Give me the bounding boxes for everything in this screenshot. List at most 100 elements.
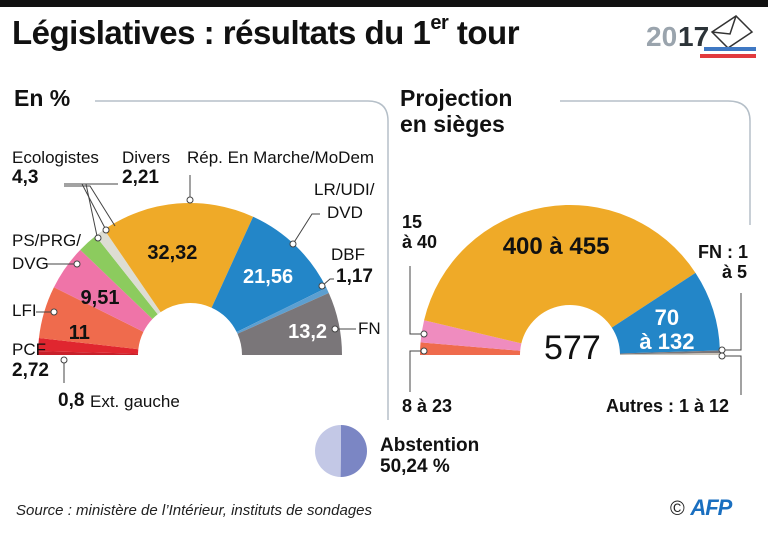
leader-r-ps bbox=[409, 266, 422, 335]
slice-fn bbox=[237, 293, 342, 355]
label-r-ps-line2: à 40 bbox=[402, 232, 438, 252]
value-ecologistes: 4,3 bbox=[12, 167, 39, 188]
top-bar bbox=[0, 0, 768, 7]
slice-value-lr-udi-dvd: 21,56 bbox=[243, 265, 294, 288]
afp-logo: AFP bbox=[690, 495, 732, 520]
value-pcf: 2,72 bbox=[12, 360, 49, 381]
right-section-title-line2: en sièges bbox=[400, 111, 505, 137]
votants-slice bbox=[315, 425, 341, 477]
left-half-donut bbox=[38, 203, 342, 355]
slice-value-fn: 13,2 bbox=[288, 321, 328, 344]
leader-div bbox=[81, 183, 118, 231]
logo-blue-stripe bbox=[704, 47, 756, 51]
leader-dot-divers bbox=[102, 226, 110, 234]
abstention-label: Abstention bbox=[380, 435, 480, 456]
slice-autres bbox=[619, 352, 720, 355]
label-r-fn-line1: FN : 1 bbox=[698, 242, 749, 262]
leader-r-fn bbox=[724, 293, 742, 351]
leader-dot-ps bbox=[73, 260, 81, 268]
leader-lr bbox=[292, 213, 320, 245]
slice-ps-prg-dvg bbox=[420, 320, 522, 351]
title-end: tour bbox=[448, 14, 520, 51]
slice-value-lr-udi-dvd: 70 à 132 bbox=[639, 304, 695, 354]
leader-dot-lr bbox=[289, 240, 297, 248]
leader-dot-rem bbox=[186, 196, 194, 204]
label-r-total: 577 bbox=[544, 329, 601, 367]
leader-divers bbox=[80, 183, 118, 226]
label-ps-line2: DVG bbox=[12, 254, 49, 273]
title-text: Législatives : résultats du 1 bbox=[12, 14, 431, 51]
slice-pcf-lfi bbox=[420, 342, 521, 355]
leader-dot-r-ps bbox=[420, 330, 428, 338]
leader-ecologistes bbox=[64, 185, 116, 227]
leader-dot-r-lfi bbox=[420, 347, 428, 355]
label-fn: FN bbox=[358, 319, 381, 338]
copyright-icon: © bbox=[670, 498, 685, 520]
slice-lfi bbox=[38, 287, 144, 350]
label-r-ps-line1: 15 bbox=[402, 212, 423, 232]
label-lr-line1: LR/UDI/ bbox=[314, 180, 375, 199]
slice-fn bbox=[619, 350, 720, 355]
abstention-label-block: Abstention 50,24 % bbox=[380, 435, 479, 477]
slice-value-r-p-en-marche-modem: 400 à 455 bbox=[502, 232, 610, 260]
leader-dot-extg bbox=[60, 356, 68, 364]
slice-ps-prg-dvg bbox=[53, 249, 153, 332]
label-ps-line1: PS/PRG/ bbox=[12, 231, 81, 250]
page-title: Législatives : résultats du 1er tour bbox=[12, 12, 520, 52]
slice-lr-udi-dvd bbox=[211, 216, 327, 333]
afp-credit: © AFP bbox=[670, 495, 732, 521]
slice-value-r-p-en-marche-modem: 32,32 bbox=[147, 242, 198, 265]
label-extg: Ext. gauche bbox=[90, 392, 180, 411]
slice-divers bbox=[95, 229, 161, 315]
source-note: Source : ministère de l’Intérieur, insti… bbox=[16, 502, 373, 519]
slice-ext-gauche bbox=[38, 351, 139, 355]
abstention-pie bbox=[315, 425, 368, 478]
abstention-slice bbox=[340, 425, 368, 478]
slice-value-ps-prg-dvg: 9,51 bbox=[80, 286, 120, 309]
leader-ecol bbox=[64, 183, 98, 237]
label-divers: Divers bbox=[122, 148, 171, 167]
leader-dbf bbox=[321, 278, 334, 287]
value-divers: 2,21 bbox=[122, 167, 159, 188]
right-section-title-line1: Projection bbox=[400, 85, 513, 111]
slice-value-line: à 132 bbox=[639, 328, 695, 354]
label-r-autres: Autres : 1 à 12 bbox=[606, 396, 730, 416]
slice-r-p-en-marche-modem bbox=[424, 205, 696, 344]
logo-year-17: 17 bbox=[678, 21, 709, 52]
election-2017-logo: 20 17 bbox=[646, 15, 756, 58]
logo-red-stripe bbox=[700, 54, 756, 58]
slice-dbf bbox=[236, 287, 329, 334]
slice-value-lfi: 11 bbox=[68, 322, 90, 345]
slice-ecologistes bbox=[80, 235, 158, 320]
leader-dot-dbf bbox=[318, 282, 326, 290]
left-section-title: En % bbox=[14, 85, 71, 111]
slice-lr-udi-dvd bbox=[611, 272, 720, 354]
label-pcf: PCF bbox=[12, 340, 46, 359]
label-rem: Rép. En Marche/MoDem bbox=[187, 148, 375, 167]
left-frame-line bbox=[95, 100, 389, 420]
logo-year-20: 20 bbox=[646, 21, 677, 52]
leader-lines bbox=[36, 175, 742, 395]
right-half-donut bbox=[420, 205, 720, 355]
label-lfi: LFI bbox=[12, 301, 37, 320]
slice-value-line: 70 bbox=[654, 304, 680, 330]
value-dbf: 1,17 bbox=[336, 266, 373, 287]
leader-r-lfi bbox=[409, 350, 422, 392]
label-r-lfi: 8 à 23 bbox=[402, 396, 453, 416]
right-frame-line bbox=[560, 100, 751, 225]
slice-r-p-en-marche-modem bbox=[104, 203, 254, 313]
leader-dot-ecologistes bbox=[94, 234, 102, 242]
leader-dot-lfi bbox=[50, 308, 58, 316]
leader-dot-r-autres bbox=[718, 352, 726, 360]
leader-r-autres bbox=[724, 355, 742, 395]
slice-pcf bbox=[38, 338, 139, 354]
ballot-envelope-icon bbox=[710, 15, 754, 49]
title-superscript: er bbox=[430, 12, 449, 34]
label-dbf: DBF bbox=[331, 245, 365, 264]
label-r-fn-line2: à 5 bbox=[722, 262, 748, 282]
label-ecologistes: Ecologistes bbox=[12, 148, 99, 167]
value-extg: 0,8 bbox=[58, 390, 85, 411]
label-lr-line2: DVD bbox=[327, 203, 363, 222]
leader-dot-r-fn bbox=[718, 346, 726, 354]
